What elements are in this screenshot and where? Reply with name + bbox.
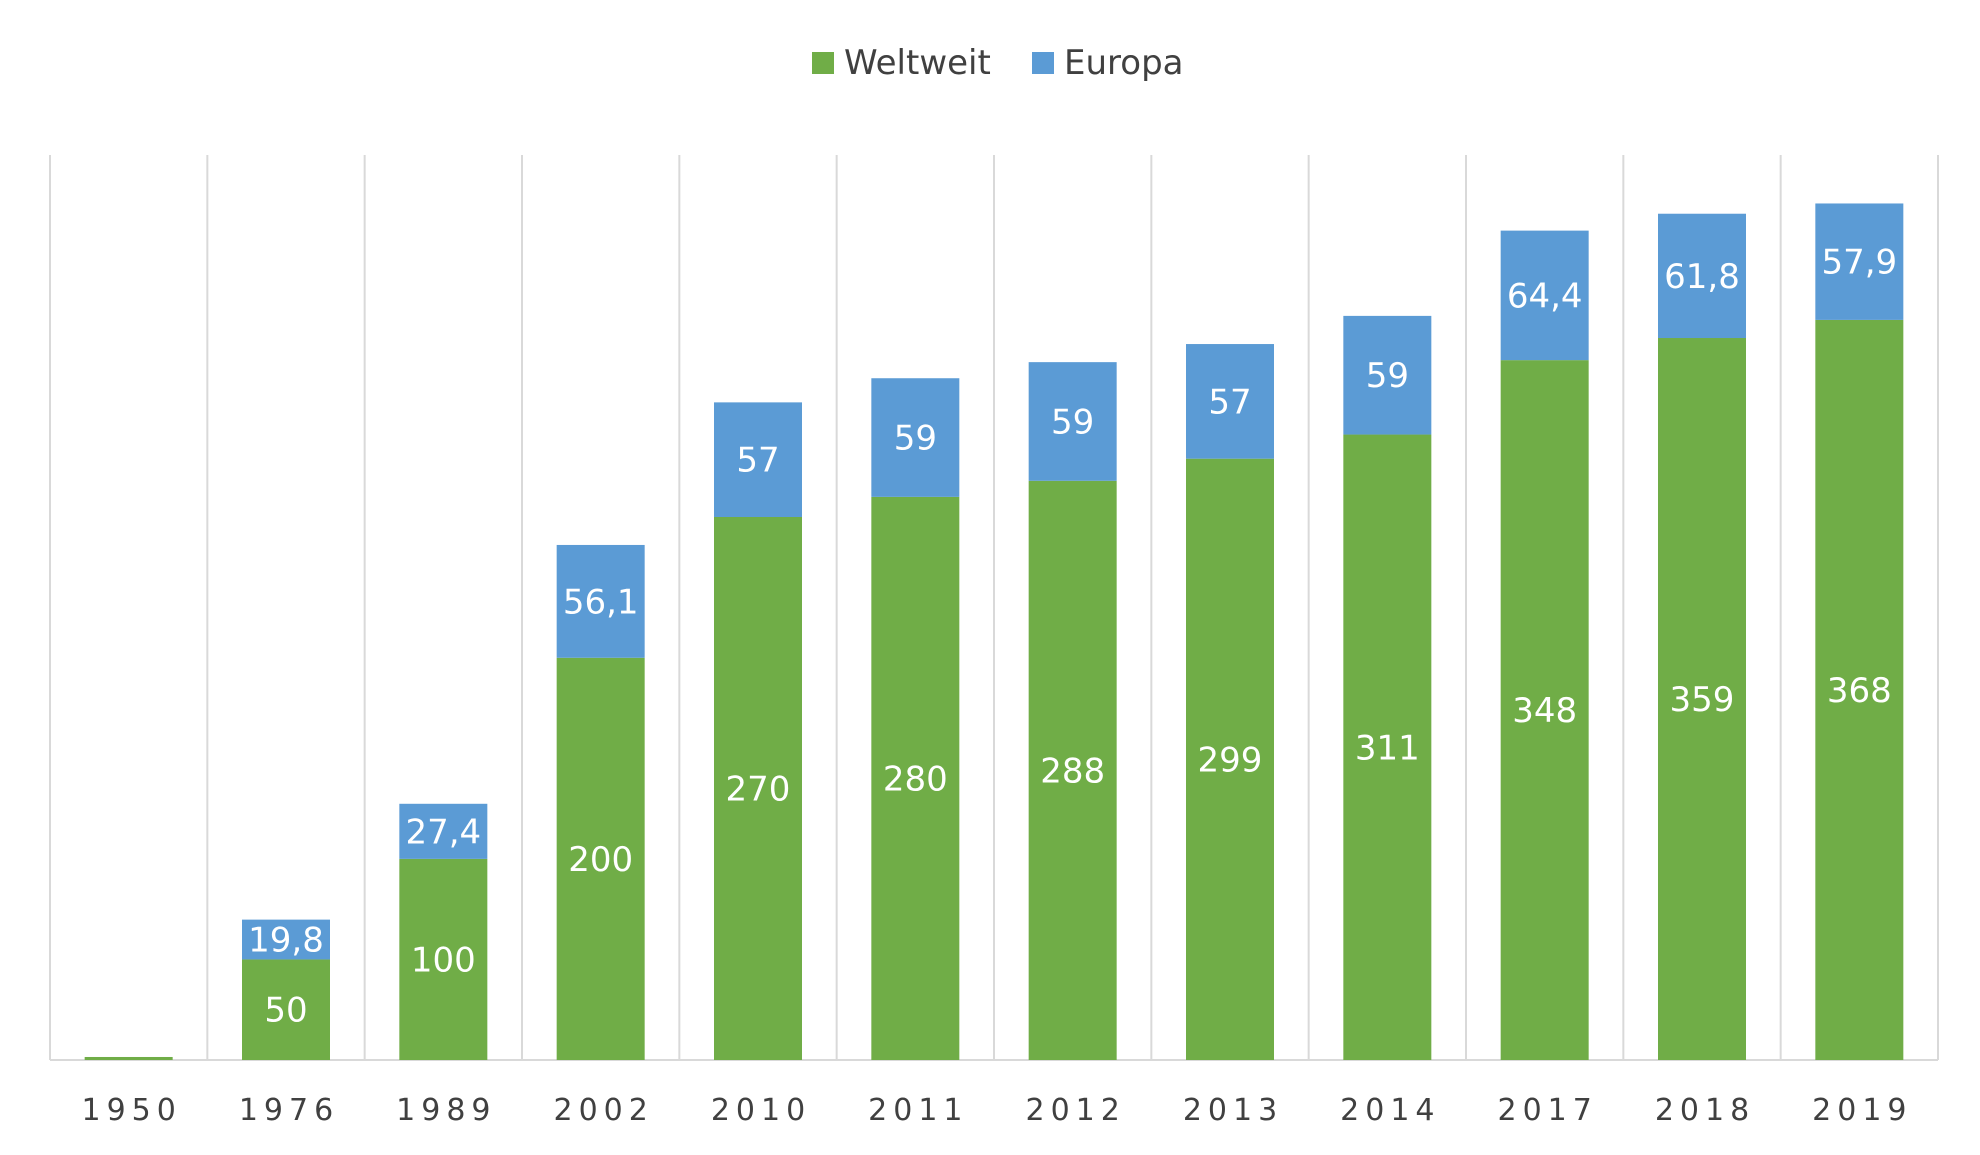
data-label-weltweit-2010: 270 [726, 770, 791, 810]
bar-weltweit-1950 [84, 1056, 173, 1060]
data-label-europa-2010: 57 [736, 441, 779, 481]
data-label-weltweit-2018: 359 [1670, 680, 1735, 720]
bars [84, 203, 1904, 1061]
x-tick-label: 2018 [1655, 1093, 1755, 1128]
x-tick-label: 2017 [1497, 1093, 1597, 1128]
data-label-europa-1989: 27,4 [405, 812, 481, 852]
data-label-weltweit-2011: 280 [883, 759, 948, 799]
legend-swatch-europa [1032, 52, 1054, 74]
bar-weltweit-2014 [1343, 434, 1432, 1060]
x-axis: 1950 1976 1989 2002 2010 2011 2012 2013 2014 2017… [81, 1093, 1912, 1128]
x-tick-label: 2002 [553, 1093, 653, 1128]
gridlines [49, 155, 1939, 1061]
bar-europa-2017 [1500, 230, 1589, 361]
data-label-weltweit-1989: 100 [411, 940, 476, 980]
data-label-weltweit-2002: 200 [568, 840, 633, 880]
legend-label-europa: Europa [1064, 43, 1183, 83]
legend: Weltweit Europa [812, 43, 1183, 83]
data-label-europa-1976: 19,8 [248, 921, 324, 961]
x-tick-label: 2011 [868, 1093, 968, 1128]
legend-swatch-weltweit [812, 52, 834, 74]
bar-weltweit-2012 [1028, 480, 1117, 1060]
legend-label-weltweit: Weltweit [844, 43, 991, 83]
data-label-europa-2002: 56,1 [563, 582, 639, 622]
bar-europa-2012 [1028, 362, 1117, 481]
bar-weltweit-2011 [871, 496, 960, 1060]
data-label-europa-2014: 59 [1366, 356, 1409, 396]
x-tick-label: 1950 [81, 1093, 181, 1128]
data-label-weltweit-2013: 299 [1198, 740, 1263, 780]
data-label-europa-2018: 61,8 [1664, 257, 1740, 297]
x-tick-label: 2012 [1025, 1093, 1125, 1128]
bar-weltweit-2013 [1186, 458, 1274, 1061]
data-label-europa-2012: 59 [1051, 402, 1094, 442]
bar-weltweit-1989 [399, 858, 488, 1060]
bar-weltweit-2018 [1658, 338, 1746, 1060]
data-label-weltweit-1976: 50 [264, 991, 307, 1031]
bar-labels: 50 19,8 100 27,4 200 56,1 270 57 280 59 288 59 299 57… [248, 243, 1897, 1031]
bar-weltweit-2019 [1815, 319, 1904, 1060]
data-label-europa-2011: 59 [894, 419, 937, 459]
data-label-weltweit-2017: 348 [1512, 691, 1577, 731]
x-tick-label: 2013 [1183, 1093, 1283, 1128]
data-label-europa-2017: 64,4 [1507, 276, 1583, 316]
bar-weltweit-2002 [556, 657, 645, 1060]
bar-europa-2019 [1815, 203, 1904, 320]
data-label-europa-2019: 57,9 [1821, 243, 1897, 283]
bar-europa-2013 [1186, 344, 1274, 459]
x-tick-label: 2019 [1812, 1093, 1912, 1128]
data-label-europa-2013: 57 [1208, 382, 1251, 422]
data-label-weltweit-2014: 311 [1355, 728, 1420, 768]
data-label-weltweit-2019: 368 [1827, 671, 1892, 711]
bar-europa-2002 [556, 544, 645, 658]
x-tick-label: 2014 [1340, 1093, 1440, 1128]
bar-weltweit-2010 [714, 517, 802, 1060]
bar-weltweit-2017 [1500, 360, 1589, 1061]
bar-europa-1976 [242, 919, 330, 960]
bar-weltweit-1976 [242, 959, 330, 1060]
bar-europa-1989 [399, 803, 488, 859]
bar-europa-2011 [871, 378, 960, 497]
bar-europa-2014 [1343, 315, 1432, 435]
x-tick-label: 1976 [239, 1093, 339, 1128]
x-tick-label: 1989 [396, 1093, 496, 1128]
bar-europa-2010 [714, 402, 802, 517]
x-tick-label: 2010 [711, 1093, 811, 1128]
data-label-weltweit-2012: 288 [1040, 751, 1105, 791]
bar-europa-2018 [1658, 213, 1746, 339]
